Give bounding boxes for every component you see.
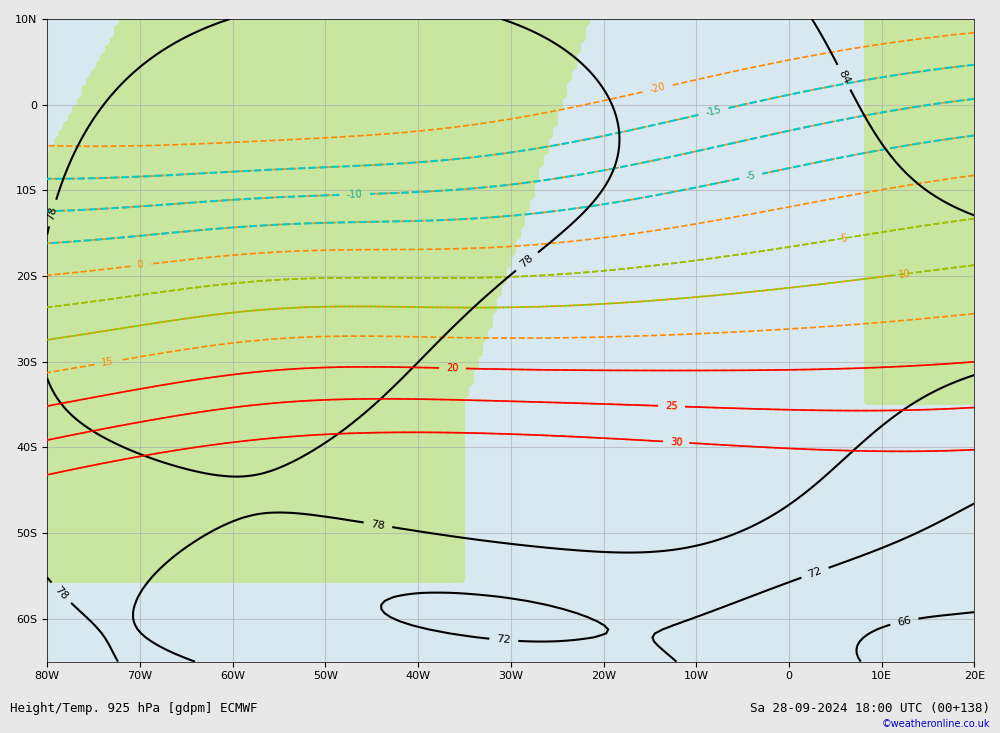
Text: -5: -5 xyxy=(745,170,757,182)
Text: Sa 28-09-2024 18:00 UTC (00+138): Sa 28-09-2024 18:00 UTC (00+138) xyxy=(750,701,990,715)
Text: ©weatheronline.co.uk: ©weatheronline.co.uk xyxy=(882,719,990,729)
Text: 78: 78 xyxy=(46,205,59,221)
Text: -10: -10 xyxy=(347,189,363,199)
Text: 72: 72 xyxy=(807,565,823,580)
Text: -5: -5 xyxy=(745,170,757,182)
Text: -10: -10 xyxy=(347,189,363,199)
Text: 5: 5 xyxy=(840,233,848,243)
Text: Height/Temp. 925 hPa [gdpm] ECMWF: Height/Temp. 925 hPa [gdpm] ECMWF xyxy=(10,701,258,715)
Text: 10: 10 xyxy=(898,268,911,280)
Text: 30: 30 xyxy=(670,437,683,448)
Text: -15: -15 xyxy=(705,105,722,118)
Text: -20: -20 xyxy=(649,82,666,95)
Text: 25: 25 xyxy=(665,401,678,411)
Text: 78: 78 xyxy=(370,519,386,531)
Text: 72: 72 xyxy=(496,634,511,646)
Text: 78: 78 xyxy=(518,253,536,270)
Text: 30: 30 xyxy=(670,437,683,448)
Text: 20: 20 xyxy=(446,363,459,373)
Text: 84: 84 xyxy=(836,69,852,86)
Text: 15: 15 xyxy=(101,356,115,368)
Text: -15: -15 xyxy=(705,105,722,118)
Text: 66: 66 xyxy=(896,615,912,627)
Text: 25: 25 xyxy=(665,401,678,411)
Text: 20: 20 xyxy=(446,363,459,373)
Text: 0: 0 xyxy=(137,259,144,270)
Text: 78: 78 xyxy=(53,584,70,602)
